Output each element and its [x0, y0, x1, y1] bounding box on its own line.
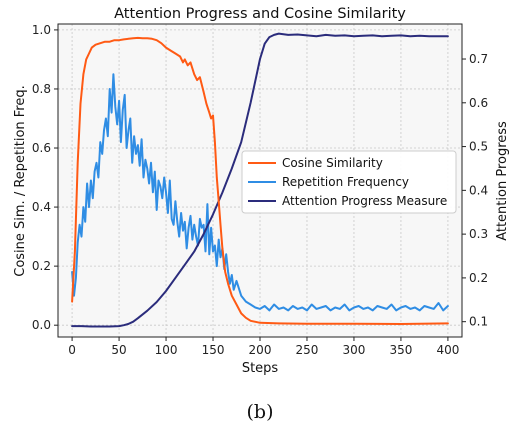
legend-box	[241, 150, 457, 214]
legend-label-attention-progress: Attention Progress Measure	[282, 194, 447, 208]
legend-label-repetition-frequency: Repetition Frequency	[282, 175, 409, 189]
chart-title: Attention Progress and Cosine Similarity	[114, 6, 406, 22]
y-left-tick-label: 1.0	[32, 23, 51, 37]
y-right-tick-label: 0.4	[469, 183, 488, 197]
y-right-tick-label: 0.6	[469, 96, 488, 110]
legend: Cosine Similarity Repetition Frequency A…	[241, 150, 457, 214]
y-right-tick-label: 0.2	[469, 271, 488, 285]
x-tick-label: 200	[249, 343, 272, 357]
y-axis-left: 0.0 0.2 0.4 0.6 0.8 1.0	[32, 23, 58, 332]
y-axis-right-label: Attention Progress	[495, 121, 510, 241]
y-axis-left-label: Cosine Sim. / Repetition Freq.	[13, 85, 28, 277]
y-right-tick-label: 0.5	[469, 140, 488, 154]
x-tick-label: 300	[343, 343, 366, 357]
series-line-attention-progress-measure	[71, 32, 449, 328]
x-tick-label: 150	[202, 343, 225, 357]
x-tick-label: 0	[68, 343, 76, 357]
x-tick-label: 400	[436, 343, 459, 357]
figure-caption: (b)	[247, 401, 274, 423]
legend-label-cosine-similarity: Cosine Similarity	[282, 156, 383, 170]
y-left-tick-label: 0.6	[32, 141, 51, 155]
y-axis-right: 0.1 0.2 0.3 0.4 0.5 0.6 0.7	[462, 52, 488, 329]
y-right-tick-label: 0.7	[469, 52, 488, 66]
y-right-tick-label: 0.3	[469, 227, 488, 241]
y-left-tick-label: 0.8	[32, 82, 51, 96]
series-line-cosine-similarity	[71, 36, 449, 325]
y-right-tick-label: 0.1	[469, 315, 488, 329]
y-left-tick-label: 0.2	[32, 259, 51, 273]
y-left-tick-label: 0.4	[32, 200, 51, 214]
series-layer	[71, 32, 449, 328]
x-tick-label: 250	[296, 343, 319, 357]
x-tick-label: 50	[111, 343, 126, 357]
x-axis: 0 50 100 150 200 250 300 350 400	[68, 337, 459, 357]
x-axis-label: Steps	[242, 361, 279, 376]
x-tick-label: 350	[389, 343, 412, 357]
series-line-repetition-frequency	[71, 73, 449, 312]
x-tick-label: 100	[155, 343, 178, 357]
y-left-tick-label: 0.0	[32, 318, 51, 332]
